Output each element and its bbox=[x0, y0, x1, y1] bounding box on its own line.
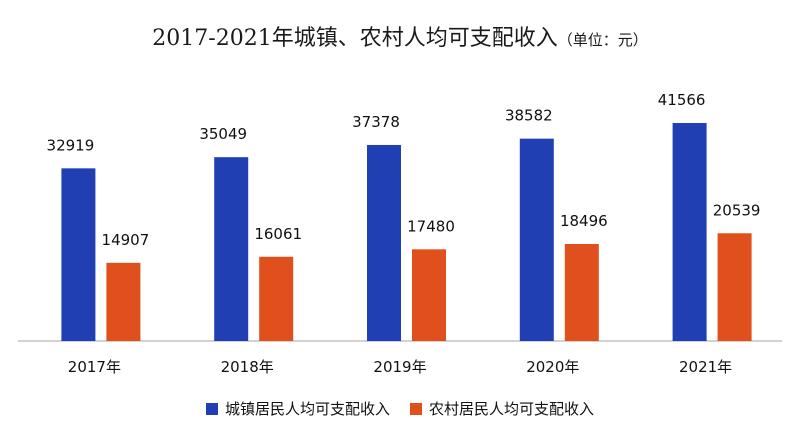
bar-rural-4 bbox=[717, 233, 752, 341]
legend-swatch-rural bbox=[410, 402, 422, 415]
bar-rural-3 bbox=[564, 243, 599, 341]
x-tick-label-3: 2020年 bbox=[526, 358, 579, 376]
bar-urban-0 bbox=[61, 168, 96, 341]
legend-label-rural: 农村居民人均可支配收入 bbox=[429, 400, 595, 418]
chart-title-unit: （单位：元） bbox=[557, 31, 648, 49]
data-label-rural-0: 14907 bbox=[102, 231, 150, 249]
legend-swatch-urban bbox=[205, 402, 218, 415]
bar-rural-0 bbox=[106, 262, 141, 341]
chart-title: 2017-2021年城镇、农村人均可支配收入 bbox=[152, 26, 558, 51]
x-tick-label-4: 2021年 bbox=[679, 358, 732, 376]
legend-item-rural: 农村居民人均可支配收入 bbox=[410, 398, 594, 419]
data-label-urban-4: 41566 bbox=[658, 91, 706, 109]
bar-urban-2 bbox=[367, 144, 401, 341]
data-label-rural-2: 17480 bbox=[407, 217, 455, 235]
data-label-urban-0: 32919 bbox=[47, 136, 95, 154]
legend-label-urban: 城镇居民人均可支配收入 bbox=[224, 400, 390, 418]
data-label-rural-3: 18496 bbox=[560, 212, 608, 230]
data-label-urban-1: 35049 bbox=[199, 125, 247, 143]
chart-title-block: 2017-2021年城镇、农村人均可支配收入（单位：元） bbox=[0, 20, 800, 52]
legend-item-urban: 城镇居民人均可支配收入 bbox=[205, 398, 390, 419]
data-label-urban-3: 38582 bbox=[505, 107, 553, 125]
bar-urban-3 bbox=[519, 138, 554, 341]
x-tick-label-0: 2017年 bbox=[68, 358, 121, 376]
data-label-rural-4: 20539 bbox=[713, 201, 761, 219]
bar-urban-1 bbox=[214, 157, 249, 341]
data-label-rural-1: 16061 bbox=[254, 225, 302, 243]
data-label-urban-2: 37378 bbox=[352, 113, 400, 131]
bar-rural-2 bbox=[412, 249, 446, 341]
x-tick-label-2: 2019年 bbox=[373, 358, 426, 376]
bar-urban-4 bbox=[672, 123, 707, 341]
x-tick-label-1: 2018年 bbox=[221, 358, 274, 376]
chart-legend: 城镇居民人均可支配收入 农村居民人均可支配收入 bbox=[0, 398, 800, 419]
bar-rural-1 bbox=[259, 256, 294, 341]
